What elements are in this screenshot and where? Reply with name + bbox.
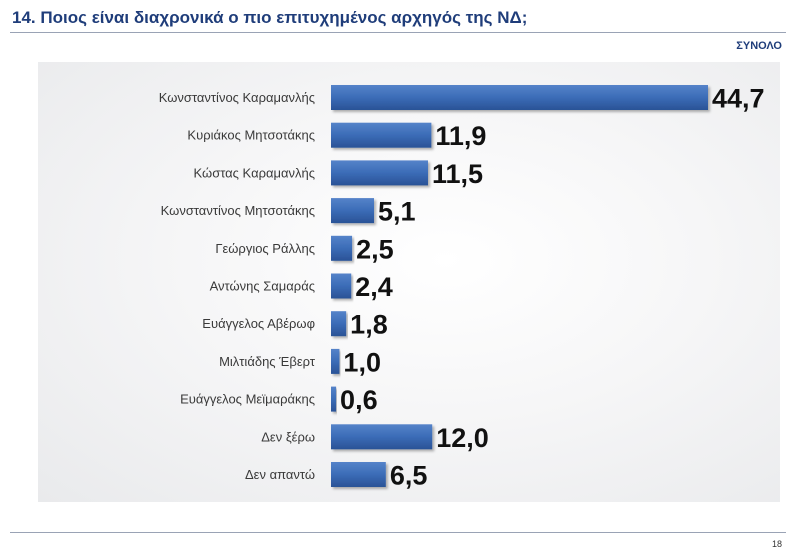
chart-subtitle: ΣΥΝΟΛΟ: [736, 40, 782, 52]
bar-2: [331, 122, 432, 148]
bar-6: [331, 273, 352, 299]
category-label: Αντώνης Σαμαράς: [210, 279, 315, 294]
category-label: Κώστας Καραμανλής: [194, 165, 315, 180]
bar-9: [331, 386, 337, 412]
value-label: 11,9: [435, 121, 486, 151]
bar-3: [331, 160, 428, 186]
bar-4: [331, 198, 375, 224]
value-label: 1,0: [343, 347, 381, 377]
page-number: 18: [771, 539, 782, 549]
value-label: 44,7: [712, 84, 765, 114]
value-label: 0,6: [340, 385, 378, 415]
category-label: Ευάγγελος Αβέρωφ: [202, 316, 315, 331]
value-label: 12,0: [436, 423, 489, 453]
value-label: 1,8: [350, 310, 388, 340]
bar-7: [331, 311, 347, 337]
category-label: Γεώργιος Ράλλης: [215, 241, 315, 256]
category-label: Ευάγγελος Μεϊμαράκης: [180, 392, 315, 407]
value-label: 11,5: [432, 159, 483, 189]
category-label: Μιλτιάδης Έβερτ: [219, 354, 316, 369]
category-label: Κωνσταντίνος Καραμανλής: [159, 90, 315, 105]
category-label: Κωνσταντίνος Μητσοτάκης: [161, 203, 315, 218]
bar-8: [331, 348, 340, 374]
bar-5: [331, 235, 353, 261]
page-title: 14. Ποιος είναι διαχρονικά ο πιο επιτυχη…: [12, 8, 528, 27]
category-label: Κυριάκος Μητσοτάκης: [187, 128, 315, 143]
title-divider: [10, 32, 786, 33]
value-label: 2,5: [356, 234, 394, 264]
value-label: 2,4: [355, 272, 393, 302]
value-label: 5,1: [378, 197, 416, 227]
value-label: 6,5: [390, 461, 428, 491]
bar-10: [331, 424, 433, 450]
bar-11: [331, 462, 386, 487]
category-label: Δεν απαντώ: [245, 467, 315, 482]
bar-1: [331, 85, 708, 110]
category-label: Δεν ξέρω: [261, 429, 315, 444]
footer-divider: [10, 532, 786, 533]
